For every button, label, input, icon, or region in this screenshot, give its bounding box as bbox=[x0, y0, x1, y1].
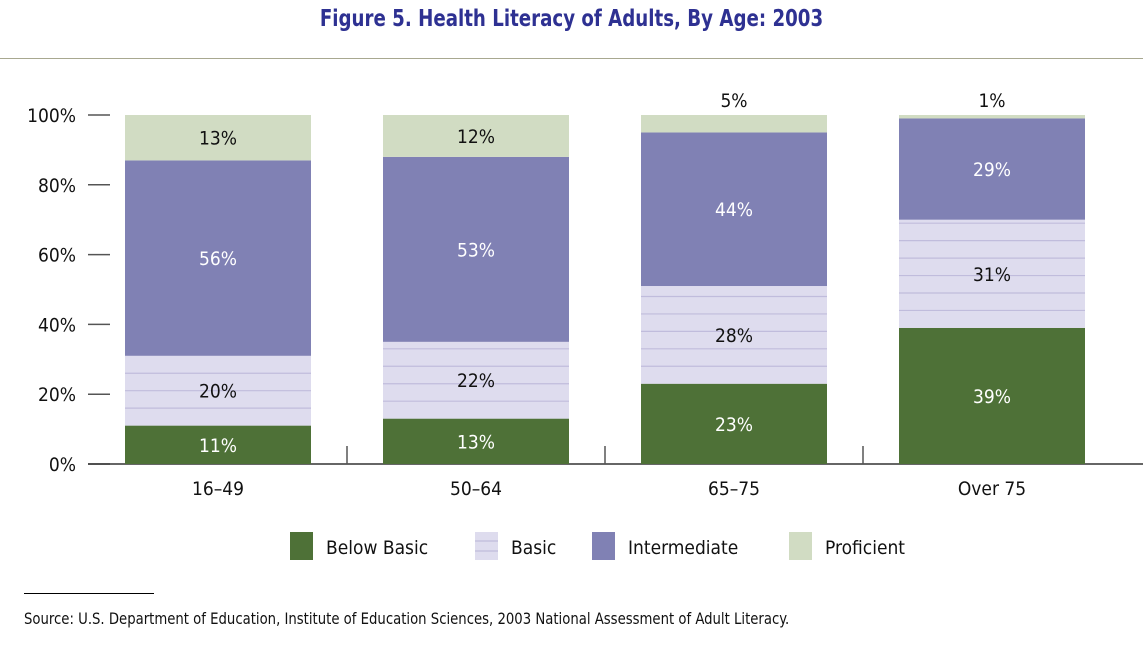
title-divider bbox=[0, 58, 1143, 59]
data-label: 20% bbox=[199, 381, 237, 403]
chart-title: Figure 5. Health Literacy of Adults, By … bbox=[319, 6, 824, 32]
bar-intermediate bbox=[899, 118, 1085, 220]
data-label: 23% bbox=[715, 414, 753, 436]
legend-label: Below Basic bbox=[326, 537, 428, 559]
x-tick-label: 65–75 bbox=[708, 478, 760, 500]
bar-intermediate bbox=[641, 132, 827, 287]
x-tick-label: Over 75 bbox=[958, 478, 1026, 500]
data-label: 12% bbox=[457, 126, 495, 148]
data-label: 53% bbox=[457, 239, 495, 261]
legend-label: Intermediate bbox=[628, 537, 738, 559]
data-label: 1% bbox=[978, 90, 1005, 112]
data-label: 56% bbox=[199, 248, 237, 270]
y-tick-label: 60% bbox=[38, 245, 76, 267]
data-label: 39% bbox=[973, 386, 1011, 408]
bar-below-basic bbox=[641, 383, 827, 464]
legend-label: Proficient bbox=[825, 537, 905, 559]
y-tick-label: 100% bbox=[27, 105, 76, 127]
legend-swatch bbox=[789, 532, 812, 560]
data-label: 13% bbox=[199, 128, 237, 150]
data-label: 11% bbox=[199, 435, 237, 457]
data-label: 5% bbox=[720, 90, 747, 112]
data-label: 28% bbox=[715, 325, 753, 347]
bar-basic bbox=[383, 341, 569, 419]
source-note: Source: U.S. Department of Education, In… bbox=[24, 609, 790, 628]
data-label: 13% bbox=[457, 431, 495, 453]
y-tick-label: 40% bbox=[38, 314, 76, 336]
bar-intermediate bbox=[383, 156, 569, 342]
bar-intermediate bbox=[125, 160, 311, 356]
data-label: 31% bbox=[973, 264, 1011, 286]
y-tick-label: 0% bbox=[49, 454, 76, 476]
source-divider bbox=[24, 593, 154, 594]
bar-below-basic bbox=[899, 327, 1085, 464]
bar-proficient bbox=[641, 115, 827, 133]
bar-proficient bbox=[899, 115, 1085, 119]
bar-proficient bbox=[125, 115, 311, 161]
data-label: 29% bbox=[973, 159, 1011, 181]
legend-label: Basic bbox=[511, 537, 556, 559]
legend-swatch bbox=[475, 532, 498, 560]
data-label: 44% bbox=[715, 199, 753, 221]
x-tick-label: 50–64 bbox=[450, 478, 502, 500]
bar-basic bbox=[641, 286, 827, 384]
x-tick-label: 16–49 bbox=[192, 478, 244, 500]
bar-below-basic bbox=[125, 425, 311, 464]
legend-swatch bbox=[290, 532, 313, 560]
legend-swatch bbox=[592, 532, 615, 560]
bar-below-basic bbox=[383, 418, 569, 464]
y-tick-label: 80% bbox=[38, 175, 76, 197]
y-tick-label: 20% bbox=[38, 384, 76, 406]
bar-proficient bbox=[383, 115, 569, 157]
data-label: 22% bbox=[457, 370, 495, 392]
